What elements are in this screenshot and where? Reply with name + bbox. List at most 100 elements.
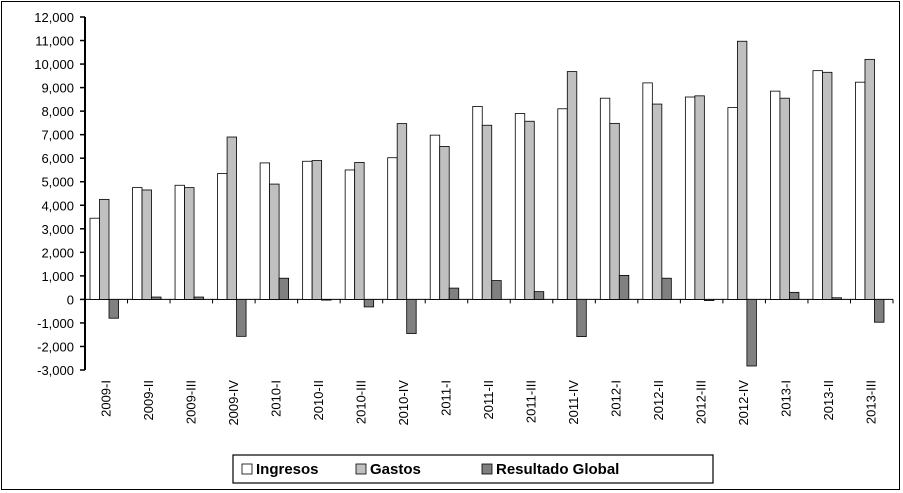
bar-ingresos	[599, 97, 611, 300]
x-category-label: 2013-I	[779, 380, 794, 417]
x-category-label: 2012-IV	[736, 380, 751, 426]
bar-gastos	[481, 124, 493, 300]
bar-resultado-global	[703, 298, 715, 301]
legend-swatch-ingresos	[241, 463, 253, 475]
bar-resultado-global	[618, 274, 630, 300]
y-tick-label: 3,000	[41, 222, 74, 237]
bar-ingresos	[557, 108, 568, 300]
x-category-label: 2011-IV	[566, 380, 581, 425]
chart-legend: Ingresos Gastos Resultado Global	[232, 454, 714, 484]
bar-gastos	[396, 123, 408, 300]
x-category-label: 2009-II	[141, 380, 156, 420]
bar-gastos	[566, 71, 578, 300]
y-tick-label: 9,000	[41, 81, 74, 96]
legend-label: Gastos	[370, 461, 421, 478]
x-category-label: 2013-III	[864, 380, 879, 424]
x-category-label: 2011-III	[524, 380, 539, 423]
x-category-label: 2012-III	[694, 380, 709, 424]
bar-resultado-global	[533, 291, 545, 300]
bar-ingresos	[89, 217, 100, 300]
bar-ingresos	[217, 173, 228, 300]
y-tick-label: -3,000	[37, 363, 74, 378]
bar-ingresos	[727, 107, 738, 300]
bar-ingresos	[684, 96, 696, 300]
y-tick-label: 4,000	[41, 198, 74, 213]
bar-ingresos	[642, 82, 653, 300]
bar-gastos	[524, 120, 535, 300]
x-category-label: 2012-II	[651, 380, 666, 420]
bar-ingresos	[812, 70, 823, 300]
bar-resultado-global	[108, 298, 119, 319]
bar-ingresos	[259, 162, 271, 300]
x-category-label: 2011-I	[438, 380, 453, 416]
legend-label: Ingresos	[256, 461, 319, 478]
legend-swatch-resultado-global	[481, 463, 493, 475]
bar-resultado-global	[789, 291, 800, 300]
y-tick-label: 8,000	[41, 104, 74, 119]
bar-ingresos	[770, 90, 781, 300]
x-category-label: 2010-II	[311, 380, 326, 420]
chart-bars	[89, 40, 885, 367]
bar-resultado-global	[746, 298, 757, 367]
y-tick-label: 11,000	[35, 34, 74, 49]
bar-resultado-global	[661, 277, 672, 300]
bar-gastos	[694, 95, 705, 300]
bar-gastos	[822, 71, 833, 300]
y-tick-label: 0	[67, 292, 74, 307]
bar-ingresos	[387, 157, 398, 300]
bar-gastos	[736, 40, 748, 300]
y-tick-label: 5,000	[41, 175, 74, 190]
bar-ingresos	[429, 134, 441, 300]
bar-ingresos	[514, 113, 526, 300]
y-tick-label: 1,000	[41, 269, 74, 284]
bar-gastos	[226, 136, 237, 300]
bar-gastos	[651, 103, 663, 300]
bar-resultado-global	[151, 296, 162, 300]
y-tick-label: -2,000	[37, 339, 74, 354]
bar-gastos	[439, 146, 450, 300]
bar-gastos	[609, 122, 620, 300]
y-tick-label: 12,000	[34, 10, 74, 25]
x-category-label: 2009-III	[183, 380, 198, 424]
bar-ingresos	[174, 184, 185, 300]
legend-label: Resultado Global	[496, 461, 619, 478]
bar-ingresos	[855, 81, 866, 300]
legend-box	[232, 454, 714, 484]
bar-resultado-global	[363, 298, 375, 308]
bar-gastos	[864, 58, 875, 300]
y-tick-label: 2,000	[41, 245, 74, 260]
bar-gastos	[184, 187, 195, 300]
x-category-label: 2010-III	[353, 380, 368, 424]
bar-gastos	[269, 183, 280, 300]
x-category-label: 2011-II	[481, 380, 496, 420]
x-category-label: 2010-I	[268, 380, 283, 417]
bar-ingresos	[344, 169, 356, 300]
bar-gastos	[99, 198, 110, 300]
bar-ingresos	[302, 160, 313, 300]
bar-resultado-global	[406, 298, 417, 334]
bar-resultado-global	[321, 298, 332, 301]
x-category-label: 2010-IV	[396, 380, 411, 426]
bar-resultado-global	[576, 298, 587, 337]
x-category-label: 2009-IV	[226, 380, 241, 426]
bar-gastos	[354, 162, 365, 300]
bar-resultado-global	[491, 280, 502, 300]
legend-swatch-gastos	[355, 463, 367, 475]
bar-gastos	[779, 97, 790, 300]
bar-ingresos	[472, 106, 483, 300]
x-category-label: 2013-II	[821, 380, 836, 420]
bar-resultado-global	[236, 298, 247, 337]
bar-ingresos	[132, 187, 143, 300]
bar-resultado-global	[831, 297, 842, 300]
y-tick-label: 7,000	[41, 128, 74, 143]
bar-gastos	[141, 189, 152, 300]
chart-labels: 12,000 11,000 10,000 9,000 8,000 7,000 6,000 5,…	[34, 10, 879, 426]
bar-resultado-global	[448, 287, 460, 300]
x-category-label: 2012-I	[609, 380, 624, 417]
bar-gastos	[311, 160, 323, 300]
bar-resultado-global	[193, 296, 204, 300]
y-tick-label: 10,000	[34, 57, 74, 72]
y-tick-label: -1,000	[37, 316, 74, 331]
bar-resultado-global	[278, 277, 290, 300]
